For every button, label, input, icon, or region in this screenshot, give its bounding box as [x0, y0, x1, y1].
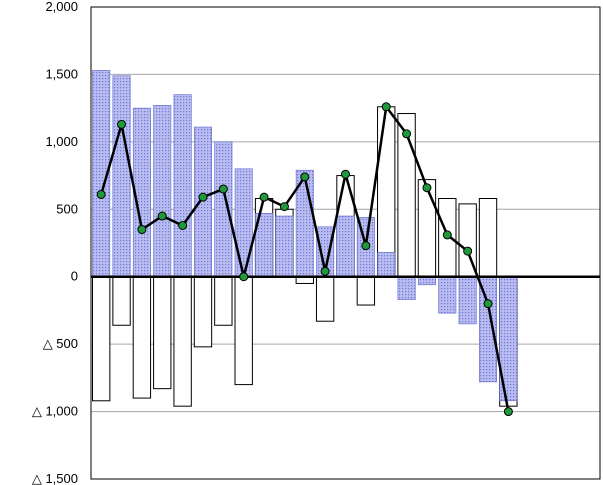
y-axis-tick-labels: 2,000 1,500 1,000 500 0 △ 500 △ 1,000 △ 1,500	[32, 0, 78, 485]
line-point	[422, 183, 432, 193]
y-tick-label: 0	[71, 269, 78, 284]
dotted-bar	[458, 276, 477, 325]
white-bar	[173, 276, 192, 407]
line-point	[503, 407, 513, 417]
dotted-bar-series	[92, 70, 518, 402]
line-point	[117, 119, 127, 129]
line-point	[402, 129, 412, 139]
line-point	[279, 202, 289, 212]
line-point	[361, 241, 371, 251]
white-bar	[132, 276, 152, 399]
y-tick-label: 2,000	[45, 0, 78, 14]
dotted-bar	[234, 168, 253, 278]
white-bar	[112, 276, 131, 326]
line-point	[341, 169, 350, 179]
y-tick-label: 1,500	[45, 66, 78, 81]
dotted-bar	[194, 126, 212, 278]
line-point	[483, 299, 493, 309]
line-point	[442, 230, 452, 240]
y-tick-label: 500	[56, 201, 78, 216]
white-bar	[315, 276, 335, 322]
line-point	[137, 225, 147, 235]
white-bar	[92, 276, 111, 402]
dotted-bar	[377, 252, 396, 278]
y-tick-label: △ 1,000	[32, 404, 78, 419]
white-bar	[478, 197, 498, 278]
y-tick-label: △ 1,500	[32, 471, 78, 485]
plot-border	[90, 6, 601, 480]
line-point	[178, 220, 188, 230]
line-point	[320, 266, 330, 276]
white-bar	[417, 179, 437, 278]
line-point	[381, 102, 391, 112]
line-point	[239, 272, 249, 282]
dotted-bar	[173, 94, 192, 278]
y-tick-label: 1,000	[45, 134, 78, 149]
dotted-bar	[438, 276, 457, 314]
white-bar	[214, 276, 233, 326]
axes	[90, 6, 601, 480]
white-bar	[356, 276, 376, 306]
dotted-bar	[153, 105, 172, 278]
dotted-bar	[397, 276, 416, 300]
line-point	[198, 192, 208, 202]
white-bar	[377, 106, 396, 278]
dotted-bar	[336, 215, 355, 278]
line-point	[218, 184, 228, 194]
line-point	[259, 192, 269, 202]
y-tick-label: △ 500	[43, 336, 78, 351]
dotted-bar	[214, 141, 233, 278]
dotted-bar	[275, 215, 294, 278]
line-point	[463, 246, 473, 256]
white-bar	[153, 276, 172, 390]
white-bar	[234, 276, 253, 386]
dotted-bar	[112, 75, 131, 278]
line-point	[300, 172, 310, 182]
white-bar	[193, 276, 213, 348]
line-point	[157, 211, 167, 221]
line-point	[96, 189, 106, 199]
line-series	[96, 102, 513, 417]
